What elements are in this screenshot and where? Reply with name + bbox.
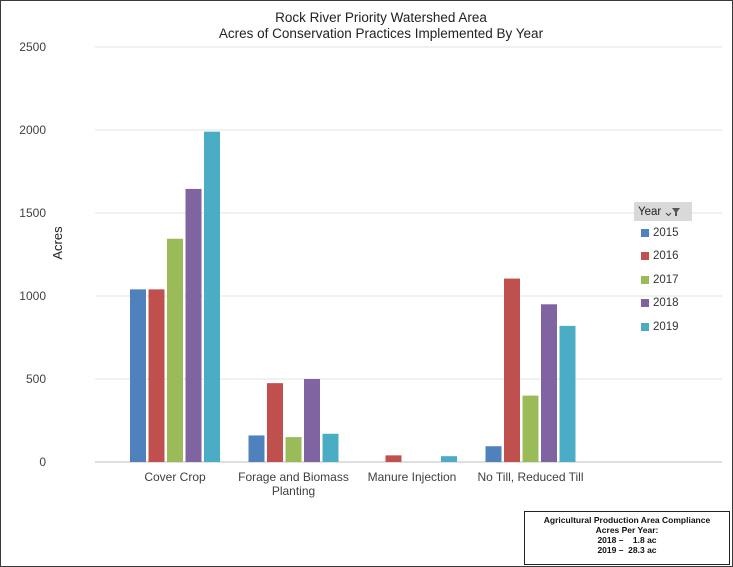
- chart-subtitle: Acres of Conservation Practices Implemen…: [219, 26, 544, 41]
- note-subtitle: Acres Per Year:: [595, 525, 659, 535]
- chart-title: Rock River Priority Watershed Area: [275, 10, 487, 25]
- legend-item-2017: 2017: [634, 268, 696, 292]
- legend-swatch: [641, 275, 649, 284]
- bar-2016: [148, 289, 165, 462]
- category-label: No Till, Reduced Till: [477, 470, 583, 484]
- y-tick-label: 2000: [19, 123, 46, 137]
- bar-2016: [267, 383, 283, 462]
- legend-swatch: [641, 252, 649, 261]
- bars: [130, 131, 576, 462]
- y-tick-label: 1500: [19, 206, 46, 220]
- category-label: Planting: [272, 484, 315, 498]
- bar-2018: [185, 188, 202, 462]
- note-line-2019: 2019 – 28.3 ac: [597, 545, 657, 555]
- legend-label: 2016: [653, 250, 679, 263]
- note-title: Agricultural Production Area Compliance: [543, 515, 711, 525]
- legend-item-2015: 2015: [634, 221, 696, 245]
- legend-item-2019: 2019: [634, 315, 696, 339]
- y-tick-label: 1000: [19, 289, 46, 303]
- bar-2016: [504, 278, 520, 462]
- bar-2015: [248, 435, 265, 462]
- bar-2018: [304, 379, 320, 462]
- bar-2017: [167, 238, 183, 462]
- legend-item-2016: 2016: [634, 245, 696, 269]
- bar-2015: [130, 289, 146, 462]
- bar-2017: [285, 437, 302, 462]
- bar-2015: [485, 446, 502, 462]
- bar-2017: [522, 395, 539, 462]
- legend-item-2018: 2018: [634, 292, 696, 316]
- category-label: Forage and Biomass: [238, 470, 349, 484]
- category-label: Manure Injection: [368, 470, 457, 484]
- legend: Year 2015 2016 2017 2018 2019: [634, 202, 696, 339]
- legend-label: 2017: [653, 273, 679, 286]
- legend-label: 2015: [653, 226, 679, 239]
- bar-2019: [559, 325, 576, 462]
- legend-label: 2019: [653, 320, 679, 333]
- note-line-2018: 2018 – 1.8 ac: [597, 535, 657, 545]
- compliance-note-box: Agricultural Production Area Compliance …: [524, 511, 730, 565]
- y-tick-label: 0: [39, 455, 46, 469]
- legend-swatch: [641, 299, 649, 308]
- category-label: Cover Crop: [144, 470, 206, 484]
- bar-2019: [204, 131, 220, 462]
- bar-2016: [385, 455, 402, 462]
- legend-swatch: [641, 228, 649, 237]
- y-axis-label: Acres: [50, 226, 65, 260]
- y-tick-label: 500: [26, 372, 46, 386]
- bar-2019: [441, 456, 457, 462]
- bar-2018: [541, 304, 557, 462]
- filter-dropdown-icon[interactable]: [665, 207, 681, 217]
- legend-label: 2018: [653, 297, 679, 310]
- y-tick-labels: 0 500 1000 1500 2000 2500: [19, 40, 46, 469]
- y-tick-label: 2500: [19, 40, 46, 54]
- bar-2019: [322, 433, 339, 462]
- legend-header-filter-button[interactable]: Year: [634, 202, 692, 221]
- legend-header-label: Year: [638, 205, 662, 218]
- legend-swatch: [641, 322, 649, 331]
